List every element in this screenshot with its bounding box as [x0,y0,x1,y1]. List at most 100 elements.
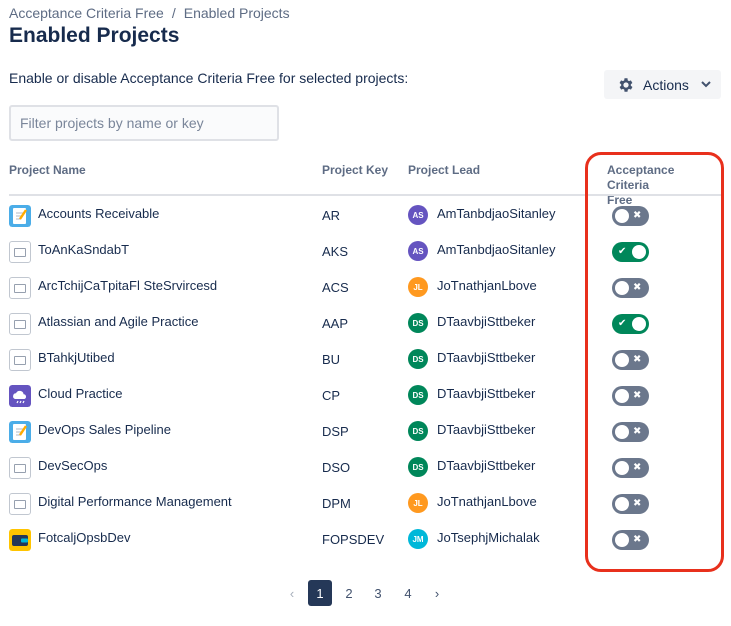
acceptance-criteria-toggle[interactable]: ✖ [612,386,649,406]
wallet-icon [9,529,31,551]
avatar: DS [408,421,428,441]
broken-image-icon [9,241,31,263]
project-name-link[interactable]: FotcaljOpsbDev [38,530,131,545]
project-key: DSP [322,424,349,439]
notepad-icon [9,205,31,227]
breadcrumb: Acceptance Criteria Free / Enabled Proje… [9,5,290,21]
project-name-link[interactable]: ToAnKaSndabT [38,242,130,257]
page-description: Enable or disable Acceptance Criteria Fr… [9,70,409,86]
cross-icon: ✖ [633,282,642,293]
project-name-link[interactable]: BTahkjUtibed [38,350,115,365]
table-row: Atlassian and Agile Practice AAP DS DTaavbj… [0,305,731,341]
toggle-knob [615,425,629,439]
filter-projects-input[interactable] [9,105,279,141]
column-header-project-name[interactable]: Project Name [9,163,86,177]
column-header-project-lead[interactable]: Project Lead [408,163,481,177]
breadcrumb-separator: / [171,5,176,21]
project-key: AAP [322,316,349,331]
project-name-link[interactable]: Atlassian and Agile Practice [38,314,199,329]
check-icon: ✔ [618,246,627,257]
project-lead-name: DTaavbjiSttbeker [437,350,536,365]
next-page-button[interactable]: › [434,585,440,601]
broken-image-icon [9,349,31,371]
table-row: FotcaljOpsbDev FOPSDEV JM JoTsephjMichalak ✖ [0,521,731,557]
toggle-knob [615,353,629,367]
table-row: ArcTchijCaTpitaFl SteSrvircesd ACS JL JoTna… [0,269,731,305]
project-key: CP [322,388,341,403]
table-row: Cloud Practice CP DS DTaavbjiSttbeker ✖ [0,377,731,413]
page-2-button[interactable]: 2 [345,585,353,601]
avatar: DS [408,457,428,477]
broken-image-icon [9,493,31,515]
project-lead-name: JoTnathjanLbove [437,278,537,293]
actions-button[interactable]: Actions [604,70,721,99]
avatar: AS [408,241,428,261]
breadcrumb-app-link[interactable]: Acceptance Criteria Free [9,5,164,21]
acceptance-criteria-toggle[interactable]: ✖ [612,458,649,478]
project-name-link[interactable]: ArcTchijCaTpitaFl SteSrvircesd [38,278,218,293]
table-row: DevOps Sales Pipeline DSP DS DTaavbjiSttbek… [0,413,731,449]
cross-icon: ✖ [633,534,642,545]
breadcrumb-current[interactable]: Enabled Projects [183,5,290,21]
acceptance-criteria-toggle[interactable]: ✖ [612,206,649,226]
project-lead-name: AmTanbdjaoSitanley [437,242,556,257]
cross-icon: ✖ [633,426,642,437]
project-lead-name: DTaavbjiSttbeker [437,422,536,437]
page-3-button[interactable]: 3 [374,585,382,601]
cross-icon: ✖ [633,462,642,473]
acceptance-criteria-toggle[interactable]: ✖ [612,494,649,514]
avatar: JL [408,493,428,513]
notepad-icon [9,421,31,443]
project-name-link[interactable]: DevSecOps [38,458,108,473]
acceptance-criteria-toggle[interactable]: ✖ [612,350,649,370]
project-key: DPM [322,496,351,511]
toggle-knob [615,389,629,403]
project-lead-name: AmTanbdjaoSitanley [437,206,556,221]
avatar: DS [408,385,428,405]
actions-label: Actions [643,76,689,93]
project-key: FOPSDEV [322,532,385,547]
cross-icon: ✖ [633,390,642,401]
acceptance-criteria-toggle[interactable]: ✖ [612,278,649,298]
acceptance-criteria-toggle[interactable]: ✖ [612,530,649,550]
broken-image-icon [9,457,31,479]
table-row: Digital Performance Management DPM JL JoTna… [0,485,731,521]
page-1-button[interactable]: 1 [308,580,332,606]
project-lead-name: DTaavbjiSttbeker [437,386,536,401]
toggle-knob [632,245,646,259]
avatar: DS [408,313,428,333]
column-header-project-key[interactable]: Project Key [322,163,389,177]
table-row: BTahkjUtibed BU DS DTaavbjiSttbeker ✖ [0,341,731,377]
acceptance-criteria-toggle[interactable]: ✔ [612,242,649,262]
project-name-link[interactable]: DevOps Sales Pipeline [38,422,171,437]
toggle-knob [615,497,629,511]
column-header-acceptance-criteria: Acceptance Criteria Free [607,163,719,208]
previous-page-button[interactable]: ‹ [289,585,295,601]
cross-icon: ✖ [633,498,642,509]
column-header-acf-line2: Free [607,193,633,207]
project-name-link[interactable]: Accounts Receivable [38,206,160,221]
avatar: DS [408,349,428,369]
toggle-knob [615,281,629,295]
project-key: AKS [322,244,349,259]
project-lead-name: JoTsephjMichalak [437,530,540,545]
avatar: JL [408,277,428,297]
column-header-acf-line1: Acceptance Criteria [607,163,675,192]
toggle-knob [632,317,646,331]
page-title: Enabled Projects [9,24,180,47]
acceptance-criteria-toggle[interactable]: ✖ [612,422,649,442]
page-4-button[interactable]: 4 [404,585,412,601]
cloud-icon [9,385,31,407]
gear-icon [617,76,635,94]
project-name-link[interactable]: Digital Performance Management [38,494,232,509]
project-name-link[interactable]: Cloud Practice [38,386,123,401]
toggle-knob [615,209,629,223]
acceptance-criteria-toggle[interactable]: ✔ [612,314,649,334]
cross-icon: ✖ [633,354,642,365]
pagination: ‹ 1 2 3 4 › [0,580,731,606]
project-key: ACS [322,280,349,295]
project-key: DSO [322,460,351,475]
project-key: AR [322,208,341,223]
broken-image-icon [9,313,31,335]
avatar: AS [408,205,428,225]
